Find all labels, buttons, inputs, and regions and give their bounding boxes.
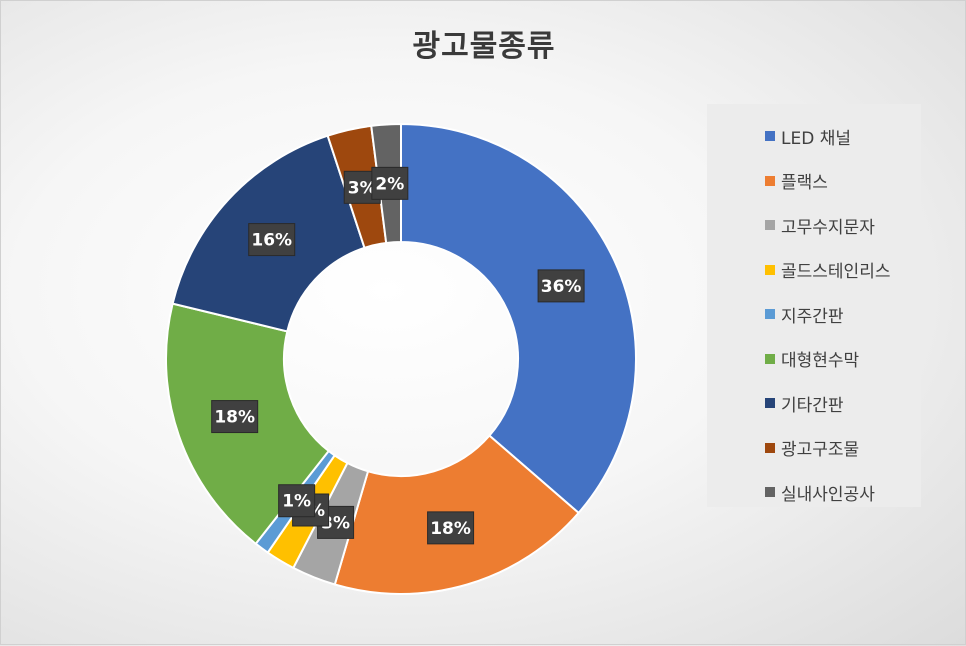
svg-text:1%: 1% <box>282 492 311 512</box>
data-label-5: 18% <box>211 400 259 434</box>
svg-text:2%: 2% <box>375 174 404 194</box>
legend-label: 대형현수막 <box>781 351 860 372</box>
legend-item-3: 골드스테인리스 <box>707 248 921 293</box>
legend-item-4: 지주간판 <box>707 292 921 337</box>
legend-swatch <box>765 487 775 498</box>
chart-title: 광고물종류 <box>412 29 556 64</box>
legend-label: 골드스테인리스 <box>781 262 891 283</box>
data-label-0: 36% <box>537 269 585 303</box>
slice-0 <box>400 122 637 515</box>
svg-text:36%: 36% <box>541 277 582 297</box>
legend-item-8: 실내사인공사 <box>707 470 921 515</box>
svg-text:18%: 18% <box>430 519 471 539</box>
legend-swatch <box>765 131 775 142</box>
legend-label: 실내사인공사 <box>781 484 875 505</box>
legend-swatch <box>765 264 775 275</box>
legend-swatch <box>765 442 775 453</box>
legend-swatch <box>765 398 775 409</box>
data-label-4: 1% <box>278 484 316 518</box>
legend-item-6: 기타간판 <box>707 381 921 426</box>
legend-label: LED 채널 <box>781 128 851 149</box>
legend-item-2: 고무수지문자 <box>707 203 921 248</box>
legend-item-1: 플랙스 <box>707 159 921 204</box>
legend-label: 광고구조물 <box>781 440 860 461</box>
legend-label: 지주간판 <box>781 306 844 327</box>
legend-swatch <box>765 309 775 320</box>
legend-item-5: 대형현수막 <box>707 337 921 382</box>
legend-swatch <box>765 353 775 364</box>
legend-label: 기타간판 <box>781 395 844 416</box>
svg-text:3%: 3% <box>348 178 377 198</box>
legend-item-7: 광고구조물 <box>707 426 921 471</box>
svg-text:16%: 16% <box>251 231 292 251</box>
data-label-1: 18% <box>427 511 475 545</box>
legend-label: 플랙스 <box>781 173 828 194</box>
legend-swatch <box>765 220 775 231</box>
legend-swatch <box>765 175 775 186</box>
data-label-6: 16% <box>248 223 296 257</box>
legend-label: 고무수지문자 <box>781 217 875 238</box>
svg-text:18%: 18% <box>214 408 255 428</box>
data-label-8: 2% <box>371 166 409 200</box>
legend-item-0: LED 채널 <box>707 114 921 159</box>
